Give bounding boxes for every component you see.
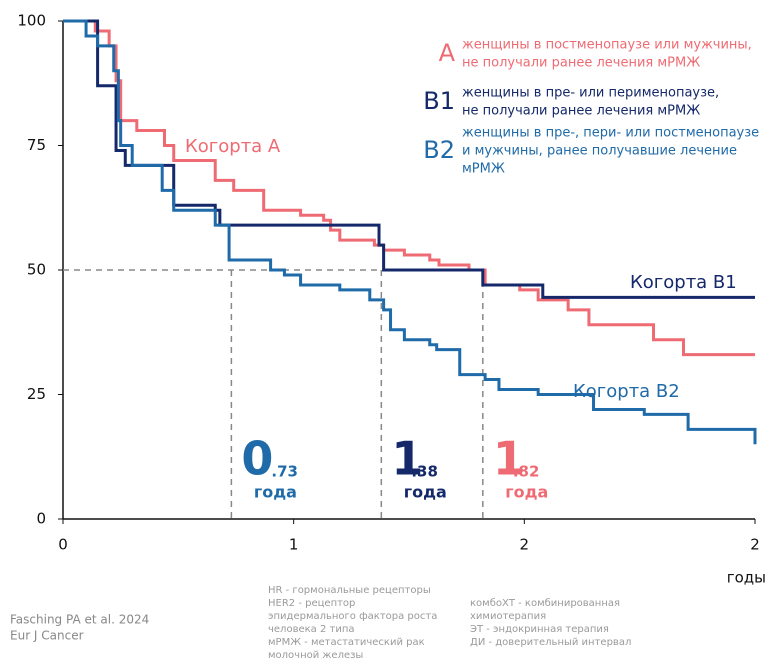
legend-text: мРМЖ: [462, 162, 505, 177]
legend-text: не получали ранее лечения мРМЖ: [462, 104, 700, 119]
median-unit: года: [254, 483, 297, 502]
series-label: Когорта B2: [573, 381, 680, 402]
abbreviation: человека 2 типа: [268, 624, 355, 635]
abbreviation: ЭТ - эндокринная терапия: [470, 624, 609, 635]
legend-text: женщины в пре-, пери- или постменопаузе: [462, 126, 759, 141]
legend-marker: A: [439, 39, 456, 67]
median-unit: года: [404, 483, 447, 502]
y-tick-label: 0: [36, 510, 46, 528]
median-minor: .73: [271, 463, 298, 481]
series-label: Когорта A: [185, 136, 281, 157]
abbreviation: комбоХТ - комбинированная: [470, 598, 620, 609]
abbreviation: мРМЖ - метастатический рак: [268, 637, 425, 648]
median-minor: .38: [411, 463, 438, 481]
x-tick-label: 2: [750, 536, 760, 554]
x-tick-label: 1: [289, 536, 299, 554]
abbreviation: молочной железы: [268, 650, 363, 659]
legend-text: не получали ранее лечения мРМЖ: [462, 56, 700, 71]
x-tick-label: 2: [520, 536, 530, 554]
survival-line: [63, 19, 755, 299]
abbreviation: эпидермального фактора роста: [268, 611, 437, 622]
legend-text: женщины в пре- или перименопаузе,: [462, 86, 719, 101]
x-axis-label: годы: [727, 569, 766, 587]
median-major: 1: [493, 432, 525, 486]
y-tick-label: 75: [27, 136, 46, 154]
citation: Fasching PA et al. 2024: [10, 613, 149, 627]
abbreviation: HER2 - рецептор: [268, 598, 355, 609]
x-tick-label: 0: [58, 536, 68, 554]
y-tick-label: 50: [27, 261, 46, 279]
median-major: 1: [391, 432, 423, 486]
survival-line: [63, 19, 755, 357]
series-label: Когорта B1: [630, 272, 737, 293]
y-tick-label: 25: [27, 385, 46, 403]
median-unit: года: [505, 483, 548, 502]
legend-marker: B1: [423, 87, 455, 115]
y-tick-label: 100: [17, 12, 46, 30]
median-minor: .82: [513, 463, 540, 481]
survival-line: [63, 19, 757, 445]
legend-marker: B2: [423, 136, 455, 164]
abbreviation: химиотерапия: [470, 611, 546, 622]
legend-text: и мужчины, ранее получавшие лечение: [462, 144, 737, 159]
legend-text: женщины в постменопаузе или мужчины,: [462, 38, 752, 53]
median-major: 0: [241, 432, 273, 486]
citation: Eur J Cancer: [10, 629, 84, 643]
abbreviation: HR - гормональные рецепторы: [268, 585, 431, 596]
abbreviation: ДИ - доверительный интервал: [470, 637, 631, 648]
